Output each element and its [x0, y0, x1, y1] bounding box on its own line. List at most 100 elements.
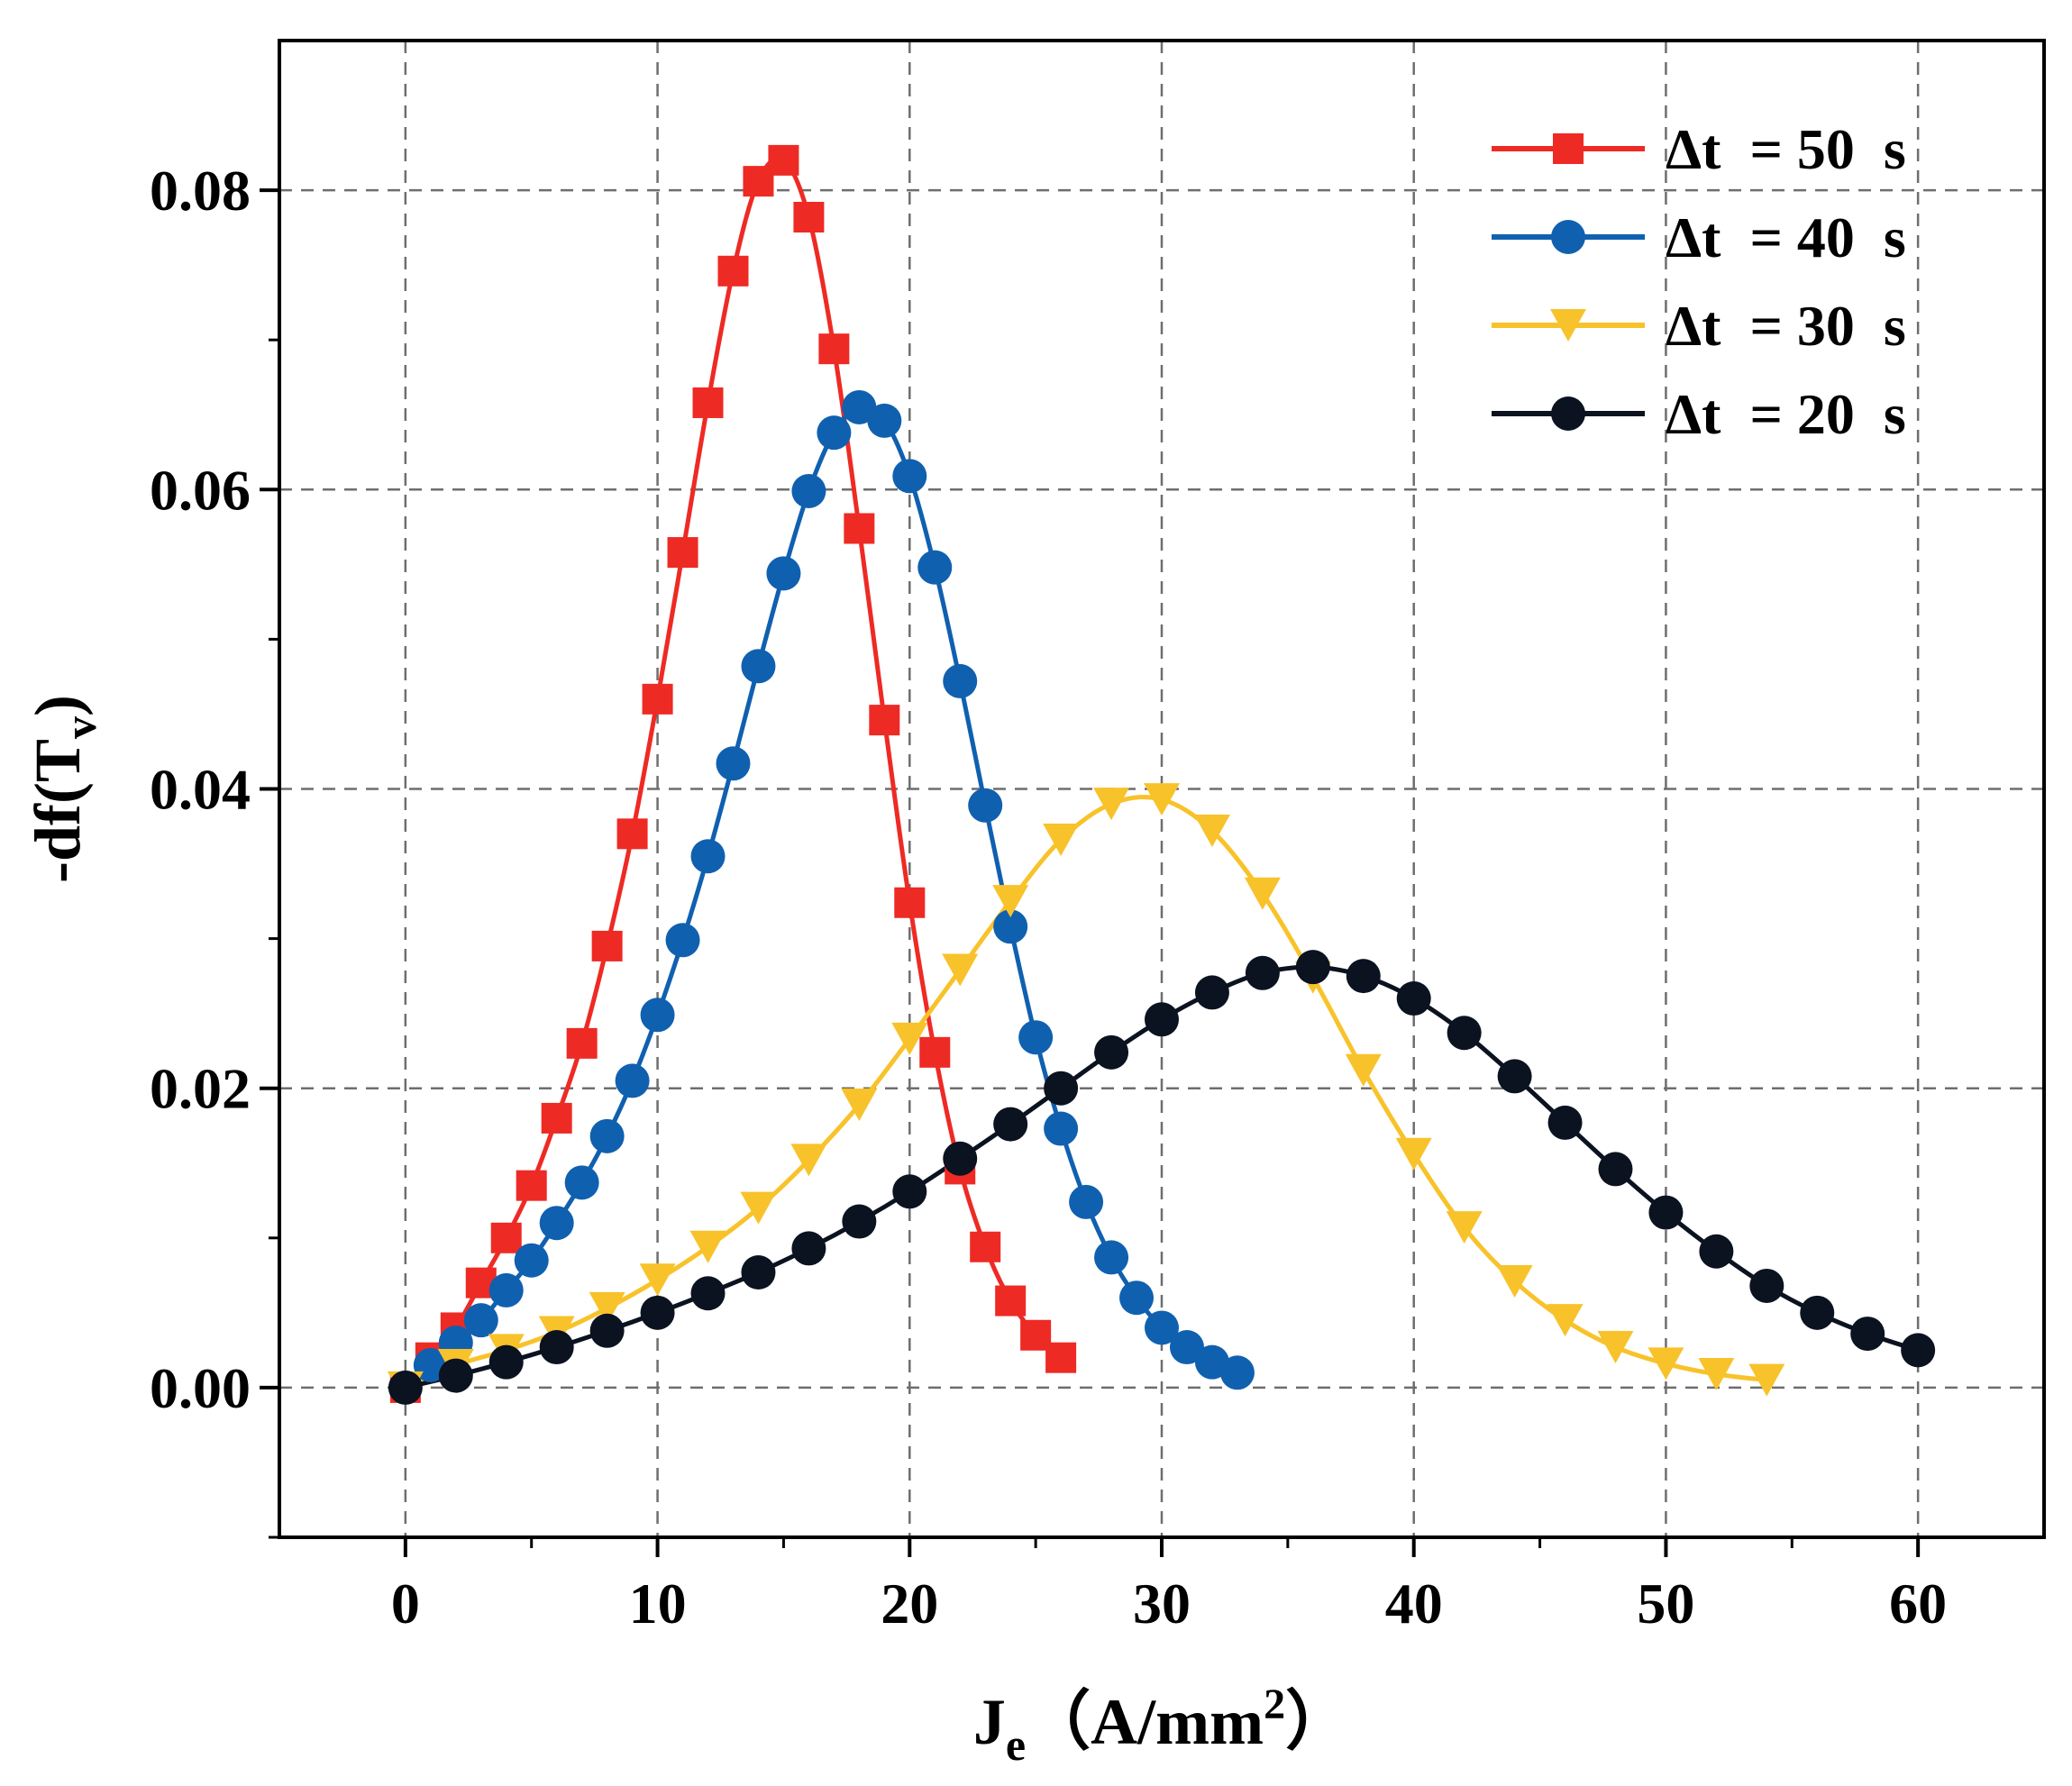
data-point — [892, 1174, 927, 1209]
data-point — [541, 1102, 572, 1134]
x-tick-label: 40 — [1385, 1572, 1443, 1636]
data-point — [616, 818, 648, 850]
data-point — [717, 255, 749, 287]
legend-item-2: Δt = 30 s — [1492, 294, 1906, 358]
data-point — [1749, 1268, 1784, 1303]
data-point — [1648, 1347, 1684, 1381]
data-point — [566, 1027, 598, 1059]
series-markers-1 — [413, 389, 1255, 1390]
legend-item-3: Δt = 20 s — [1492, 382, 1906, 446]
data-point — [1145, 1310, 1179, 1345]
data-point — [943, 663, 978, 698]
data-point — [1219, 1355, 1255, 1390]
data-point — [1245, 955, 1280, 990]
axis-ticks — [260, 188, 1921, 1557]
x-tick-label: 50 — [1637, 1572, 1694, 1636]
data-point — [642, 683, 673, 715]
data-point — [716, 746, 751, 781]
data-point — [539, 1330, 574, 1365]
data-point — [842, 389, 877, 424]
data-point — [1598, 1152, 1633, 1187]
data-point — [1698, 1357, 1735, 1390]
data-point — [1648, 1195, 1684, 1230]
data-point — [817, 415, 852, 451]
data-point — [766, 556, 801, 591]
data-point — [1496, 1264, 1533, 1298]
data-point — [818, 333, 850, 365]
legend-item-0: Δt = 50 s — [1492, 117, 1906, 181]
y-axis-title-close: ) — [22, 695, 94, 716]
data-point — [692, 387, 724, 418]
series-markers — [387, 144, 1936, 1405]
data-point — [1169, 1330, 1204, 1365]
data-point — [1244, 877, 1281, 910]
y-tick-label: 0.06 — [150, 458, 251, 522]
data-point — [791, 1231, 826, 1266]
data-point — [992, 885, 1029, 918]
data-point — [740, 1191, 777, 1225]
data-point — [791, 473, 826, 508]
data-point — [640, 998, 675, 1033]
x-axis-title: Je（A/mm2） — [973, 1681, 1350, 1770]
data-point — [793, 201, 825, 232]
data-point — [1446, 1211, 1483, 1244]
legend-label: Δt = 20 s — [1666, 382, 1906, 446]
data-point — [1145, 1002, 1179, 1037]
data-point — [741, 1255, 776, 1290]
data-point — [1094, 1240, 1129, 1275]
data-point — [790, 1144, 827, 1177]
legend-marker — [1551, 396, 1585, 431]
data-point — [488, 1272, 524, 1308]
data-point — [919, 1036, 951, 1068]
data-point — [891, 1022, 928, 1055]
data-point — [463, 1303, 498, 1338]
data-point — [589, 1313, 625, 1348]
data-point — [917, 550, 953, 585]
data-point — [1144, 783, 1180, 816]
data-point — [942, 953, 979, 987]
data-point — [689, 1230, 726, 1263]
data-point — [867, 403, 902, 438]
data-point — [514, 1243, 549, 1278]
data-point — [564, 1165, 599, 1200]
data-point — [1069, 1184, 1104, 1219]
data-point — [1800, 1295, 1835, 1330]
data-point — [589, 1118, 625, 1153]
x-axis-title-sub: e — [1006, 1719, 1026, 1770]
data-point — [995, 1285, 1027, 1317]
data-point — [1748, 1363, 1785, 1397]
data-point — [488, 1344, 524, 1380]
series-markers-3 — [388, 950, 1936, 1405]
data-point — [869, 705, 900, 736]
data-point — [1193, 815, 1230, 848]
y-tick-label: 0.02 — [150, 1057, 251, 1121]
data-point — [768, 144, 799, 176]
data-point — [667, 537, 698, 569]
data-point — [993, 909, 1028, 944]
data-point — [844, 513, 875, 544]
legend-marker — [1551, 220, 1585, 254]
data-point — [591, 930, 623, 961]
data-point — [943, 1141, 978, 1176]
legend-marker — [1553, 133, 1584, 164]
data-point — [1093, 788, 1130, 821]
data-point — [615, 1063, 650, 1098]
data-point — [1044, 1071, 1079, 1106]
data-point — [1447, 1016, 1482, 1051]
legend-label: Δt = 40 s — [1666, 205, 1906, 269]
data-point — [589, 1291, 625, 1325]
data-point — [1119, 1280, 1155, 1316]
data-point — [841, 1088, 878, 1121]
y-axis-title: -df(Tv) — [22, 695, 105, 883]
legend: Δt = 50 s Δt = 40 s Δt = 30 s Δt = 20 s — [1492, 117, 1906, 446]
data-point — [690, 839, 726, 874]
x-tick-label: 20 — [881, 1572, 938, 1636]
data-point — [640, 1295, 675, 1330]
data-point — [892, 459, 927, 494]
data-point — [842, 1204, 877, 1239]
y-tick-label: 0.08 — [150, 159, 251, 223]
data-point — [639, 1263, 676, 1297]
data-point — [1044, 1111, 1079, 1146]
data-point — [968, 788, 1003, 823]
data-point — [1597, 1331, 1634, 1364]
